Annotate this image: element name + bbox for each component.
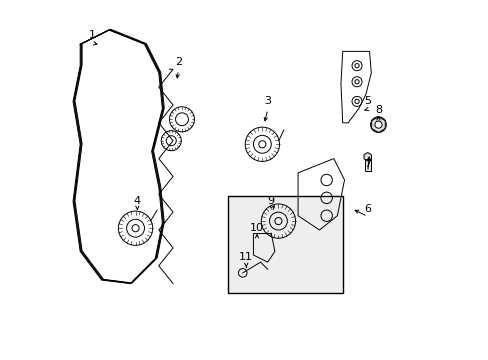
Circle shape <box>374 121 381 128</box>
Text: 11: 11 <box>239 252 253 262</box>
Bar <box>228 196 342 293</box>
Text: 4: 4 <box>134 197 141 206</box>
Text: 7: 7 <box>364 159 370 169</box>
Text: 10: 10 <box>249 223 264 233</box>
Polygon shape <box>363 153 371 161</box>
Text: 8: 8 <box>374 105 381 115</box>
Text: 3: 3 <box>264 96 271 107</box>
Bar <box>364 157 370 171</box>
Text: 5: 5 <box>364 96 370 107</box>
Text: 6: 6 <box>364 203 370 213</box>
Circle shape <box>370 117 386 132</box>
Text: 1: 1 <box>89 30 96 40</box>
Text: 2: 2 <box>175 57 182 67</box>
Text: 9: 9 <box>267 197 274 206</box>
